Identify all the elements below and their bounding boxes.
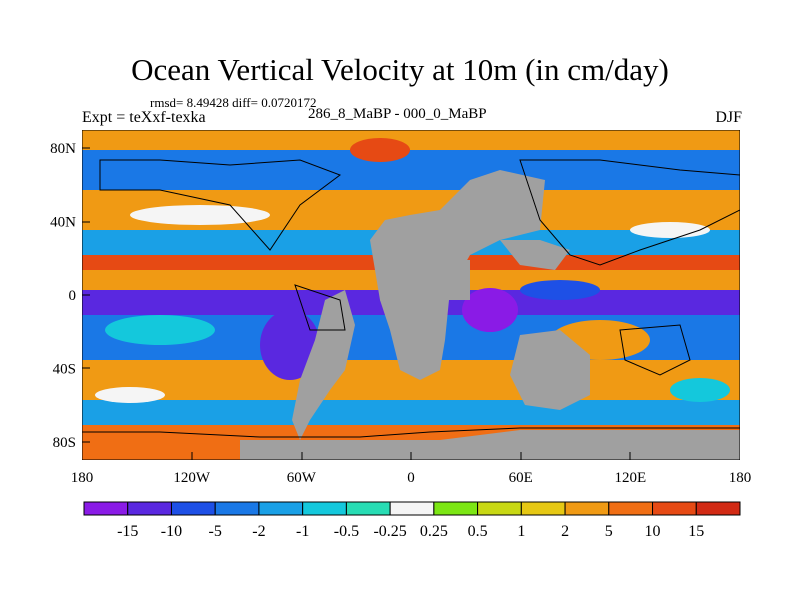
colorbar-swatch <box>170 501 216 516</box>
lat-tick-label: 80N <box>50 141 76 157</box>
plot-title: Ocean Vertical Velocity at 10m (in cm/da… <box>131 52 669 87</box>
land-australia <box>510 330 590 410</box>
stats-label: rmsd= 8.49428 diff= 0.0720172 <box>150 95 317 110</box>
colorbar-label: -15 <box>117 523 138 540</box>
map-field <box>82 130 740 460</box>
longitude-labels: 180 120W 60W 0 60E 120E 180 <box>71 470 752 486</box>
colorbar-label: -10 <box>161 523 182 540</box>
lon-tick-label: 120W <box>173 470 211 486</box>
anomaly-patch <box>520 280 600 300</box>
colorbar-label: 15 <box>688 523 704 540</box>
colorbar-swatch <box>608 501 654 516</box>
land-masses <box>240 170 740 460</box>
colorbar-label: 2 <box>561 523 569 540</box>
colorbar-label: 10 <box>645 523 661 540</box>
latitude-labels: 80N 40N 0 40S 80S <box>50 141 76 451</box>
axis-ticks <box>82 147 631 460</box>
colorbar-swatch <box>477 501 522 516</box>
colorbar-swatch <box>302 501 347 516</box>
band-north-high <box>82 150 740 190</box>
land-north-africa <box>380 260 470 360</box>
colorbar-label: 0.5 <box>468 523 488 540</box>
lon-tick-label: 60E <box>509 470 533 486</box>
anomaly-patch <box>630 222 710 238</box>
lon-tick-label: 60W <box>287 470 317 486</box>
coastlines <box>82 159 740 438</box>
colorbar-swatch <box>564 501 610 516</box>
colorbar-swatch <box>83 501 129 516</box>
lat-tick-label: 40N <box>50 215 76 231</box>
season-label: DJF <box>715 109 742 126</box>
colorbar-label: 0.25 <box>420 523 448 540</box>
land-antarctica <box>240 430 740 460</box>
colorbar-swatch <box>652 501 697 516</box>
colorbar-label: 1 <box>517 523 525 540</box>
colorbar: -15 -10 -5 -2 -1 -0.5 -0.25 0.25 0.5 1 2 5 10 15 <box>83 501 741 540</box>
lat-tick-label: 80S <box>53 435 76 451</box>
colorbar-swatch <box>520 501 566 516</box>
colorbar-label: 5 <box>605 523 613 540</box>
difference-label: 286_8_MaBP - 000_0_MaBP <box>308 106 487 122</box>
colorbar-label: -0.5 <box>334 523 359 540</box>
anomaly-patch <box>462 288 518 332</box>
experiment-label: Expt = teXxf-texka <box>82 109 206 126</box>
anomaly-patch <box>130 205 270 225</box>
anomaly-patch <box>350 138 410 162</box>
colorbar-swatch <box>389 501 435 516</box>
colorbar-label: -5 <box>209 523 222 540</box>
anomaly-patch <box>260 310 320 380</box>
lat-tick-label: 0 <box>69 288 77 304</box>
lon-tick-label: 0 <box>407 470 415 486</box>
lat-tick-label: 40S <box>53 362 76 378</box>
colorbar-label: -2 <box>252 523 265 540</box>
colorbar-label: -1 <box>296 523 309 540</box>
colorbar-swatch <box>258 501 304 516</box>
colorbar-label: -0.25 <box>373 523 406 540</box>
anomaly-patch <box>670 378 730 402</box>
band-arctic <box>82 130 740 150</box>
lon-tick-label: 180 <box>71 470 94 486</box>
colorbar-swatch <box>127 501 172 516</box>
land-east-asia <box>500 240 570 270</box>
anomaly-patch <box>95 387 165 403</box>
land-south-america <box>292 290 355 440</box>
colorbar-swatch <box>433 501 479 516</box>
lon-tick-label: 120E <box>614 470 646 486</box>
lon-tick-label: 180 <box>729 470 752 486</box>
anomaly-patch <box>105 315 215 345</box>
colorbar-swatch <box>695 501 741 516</box>
band-southern-ocean <box>82 400 740 425</box>
colorbar-swatch <box>214 501 260 516</box>
colorbar-swatch <box>345 501 391 516</box>
